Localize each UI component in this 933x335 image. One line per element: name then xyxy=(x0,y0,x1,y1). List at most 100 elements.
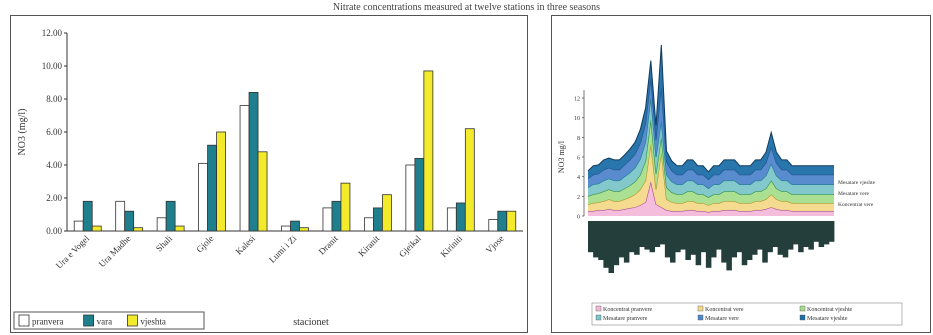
lower-bar xyxy=(639,221,645,247)
legend-box xyxy=(591,302,903,326)
legend-swatch xyxy=(595,314,602,321)
y-tick-label: 8.00 xyxy=(46,94,62,104)
lower-bar xyxy=(685,221,691,260)
bar-pranvera xyxy=(405,164,416,232)
lower-bar xyxy=(690,221,697,255)
lower-bar xyxy=(731,221,738,258)
y-axis-label: NO3 (mg/l) xyxy=(17,109,28,156)
y-tick-label: 12.00 xyxy=(42,28,63,38)
legend-box xyxy=(13,311,205,330)
y-tick-label: 8 xyxy=(577,136,580,142)
x-tick-label: Lumi i Zi xyxy=(267,233,299,265)
bar-pranvera xyxy=(446,207,457,232)
x-tick-label: Ura Madhe xyxy=(97,233,133,269)
bar-vjeshta xyxy=(257,151,268,232)
legend-label: vara xyxy=(97,317,113,327)
y-tick-label: 2.00 xyxy=(46,193,62,203)
lower-bar xyxy=(752,221,758,255)
legend-swatch xyxy=(697,305,704,312)
x-tick-label: Kiranit xyxy=(356,233,381,258)
legend-label: vjeshta xyxy=(140,317,166,327)
series-side-label: Mesatare vere xyxy=(838,191,870,197)
y-tick-label: 2 xyxy=(577,195,580,201)
bar-vjeshta xyxy=(91,225,102,232)
bar-pranvera xyxy=(115,200,126,232)
lower-bar xyxy=(664,221,671,258)
lower-bar xyxy=(746,221,753,260)
x-tick-label: Ura e Vogel xyxy=(54,233,92,271)
y-tick-label: 4.00 xyxy=(46,160,62,170)
bar-vjeshta xyxy=(506,210,517,232)
bar-vjeshta xyxy=(464,128,475,232)
lower-bar xyxy=(613,221,620,266)
bar-vara xyxy=(455,202,466,232)
legend: pranvera vara vjeshta xyxy=(13,311,205,330)
bar-vjeshta xyxy=(423,70,434,232)
lower-bar xyxy=(767,221,773,253)
series-side-label: Koncentrat vere xyxy=(838,202,874,208)
lower-bar xyxy=(623,221,630,263)
lower-bar xyxy=(700,221,707,253)
lower-bar xyxy=(818,221,825,247)
legend-label: Mesatare vere xyxy=(705,316,739,322)
lower-bar xyxy=(741,221,748,266)
lower-bar xyxy=(803,221,809,247)
area-line xyxy=(587,44,834,173)
lower-bar xyxy=(823,221,830,245)
bar-vjeshta xyxy=(216,131,226,232)
y-tick-label: 6 xyxy=(577,156,580,162)
lower-bar xyxy=(762,221,768,263)
bar-vjeshta xyxy=(174,225,185,232)
legend: Koncentrat pranvere Koncentrat vere Koncen… xyxy=(591,302,903,326)
bar-chart: 0.00 2.00 4.00 6.00 8.00 10.00 12.00 Ura e Vog… xyxy=(13,28,523,330)
bar-vjeshta xyxy=(299,227,309,232)
y-tick-label: 10 xyxy=(574,116,580,122)
lower-bar xyxy=(793,221,799,245)
area-band xyxy=(588,144,834,213)
lower-bar xyxy=(808,221,814,250)
x-axis-label: stacionet xyxy=(293,317,329,328)
area-band xyxy=(588,181,834,216)
bar-pranvera xyxy=(239,105,250,232)
bar-vjeshta xyxy=(133,227,144,232)
bar-vara xyxy=(290,220,300,232)
bar-vjeshta xyxy=(340,182,351,232)
area-band xyxy=(588,98,834,198)
legend-swatch xyxy=(127,314,138,327)
bar-vara xyxy=(82,200,93,232)
lower-bar xyxy=(603,221,609,268)
legend-swatch xyxy=(799,314,806,321)
y-tick-label: 0 xyxy=(577,215,580,221)
bar-vara xyxy=(414,157,425,232)
lower-bar xyxy=(813,221,820,242)
area-band xyxy=(588,78,834,189)
x-tick-label: Gjole xyxy=(194,233,215,254)
x-tick-label: Kalesi xyxy=(234,233,258,257)
lower-bar xyxy=(777,221,784,255)
bar-vara xyxy=(124,210,135,232)
bar-pranvera xyxy=(322,207,333,232)
lower-bar xyxy=(716,221,722,250)
lower-bar xyxy=(721,221,727,263)
x-tick-label: Gjeikal xyxy=(397,233,423,259)
y-tick-label: 4 xyxy=(577,175,580,181)
series-side-label: Mesatare vjeshte xyxy=(838,180,876,186)
lower-bar xyxy=(782,221,789,258)
lower-bar xyxy=(654,221,661,247)
page-title: Nitrate concentrations measured at twelv… xyxy=(332,2,601,13)
legend-label: Koncentrat vjeshte xyxy=(807,307,852,313)
legend-label: Mesatare vjeshte xyxy=(807,316,848,322)
bar-vara xyxy=(331,200,342,232)
bar-vara xyxy=(373,207,383,232)
lower-bar xyxy=(649,221,656,253)
lower-bar xyxy=(644,221,650,250)
bar-pranvera xyxy=(281,225,291,232)
legend-label: Koncentrat pranvere xyxy=(603,307,652,313)
lower-bar xyxy=(608,221,615,273)
legend-label: Mesatare pranvere xyxy=(603,316,648,322)
lower-bar xyxy=(711,221,717,258)
x-tick-label: Shali xyxy=(154,233,175,254)
lower-bar xyxy=(705,221,712,268)
bar-vara xyxy=(497,210,508,232)
legend-swatch xyxy=(595,305,602,312)
